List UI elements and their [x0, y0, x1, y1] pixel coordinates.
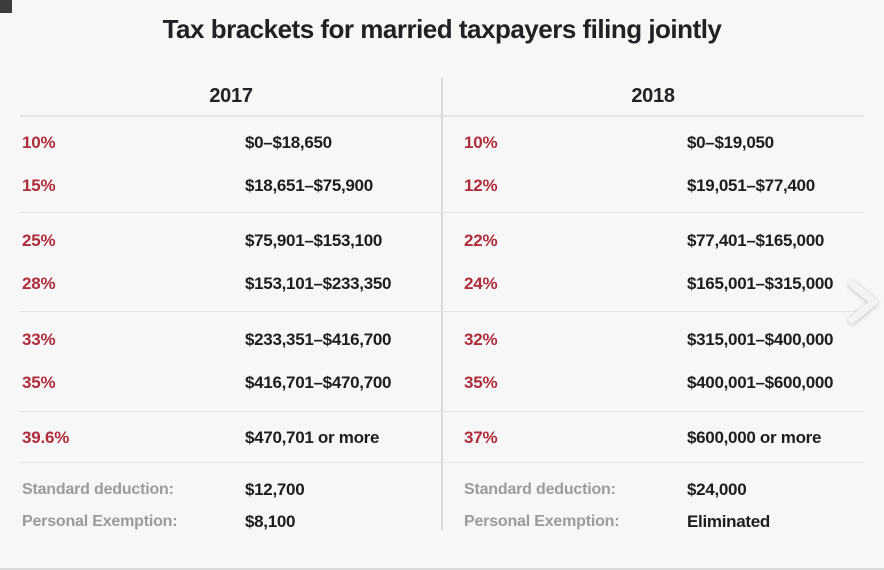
- table-row: 32% $315,001–$400,000: [442, 318, 884, 361]
- screen-corner-artifact: [0, 0, 12, 13]
- tax-rate: 35%: [464, 372, 498, 392]
- table-row: 35% $416,701–$470,700: [0, 361, 442, 404]
- column-header-2017: 2017: [209, 85, 253, 107]
- tax-rate: 35%: [22, 372, 56, 392]
- table-row: 39.6% $470,701 or more: [0, 416, 442, 459]
- income-range: $165,001–$315,000: [687, 273, 834, 293]
- group-separator: [20, 462, 442, 463]
- tax-rate: 10%: [464, 132, 498, 152]
- table-row: 22% $77,401–$165,000: [442, 219, 884, 262]
- carousel-next-icon[interactable]: [842, 276, 882, 328]
- income-range: $315,001–$400,000: [687, 329, 834, 349]
- income-range: $416,701–$470,700: [245, 372, 392, 392]
- table-row: 28% $153,101–$233,350: [0, 262, 442, 305]
- tax-rate: 33%: [22, 329, 56, 349]
- bracket-group: 39.6% $470,701 or more: [0, 412, 442, 462]
- tax-rate: 22%: [464, 230, 498, 250]
- bracket-group: 37% $600,000 or more: [442, 412, 884, 462]
- column-divider-line: [441, 78, 443, 530]
- footer-label: Standard deduction:: [22, 481, 174, 498]
- table-row: 10% $0–$19,050: [442, 121, 884, 164]
- footer-value: Eliminated: [687, 512, 770, 531]
- tax-rate: 12%: [464, 175, 498, 195]
- table-row: 15% $18,651–$75,900: [0, 164, 442, 207]
- group-separator: [442, 311, 864, 312]
- income-range: $18,651–$75,900: [245, 175, 373, 195]
- income-range: $0–$19,050: [687, 132, 774, 152]
- income-range: $0–$18,650: [245, 132, 332, 152]
- group-separator: [442, 462, 864, 463]
- income-range: $600,000 or more: [687, 427, 822, 447]
- footer-label: Personal Exemption:: [22, 513, 178, 530]
- income-range: $153,101–$233,350: [245, 273, 392, 293]
- footer-value: $8,100: [245, 512, 296, 531]
- group-separator: [20, 212, 442, 213]
- footer-row: Personal Exemption: $8,100: [0, 506, 442, 538]
- bracket-group: 32% $315,001–$400,000 35% $400,001–$600,…: [442, 312, 884, 411]
- column-2017: 10% $0–$18,650 15% $18,651–$75,900 25% $…: [0, 117, 442, 538]
- bracket-group: 22% $77,401–$165,000 24% $165,001–$315,0…: [442, 213, 884, 311]
- tax-rate: 10%: [22, 132, 56, 152]
- group-separator: [442, 212, 864, 213]
- tax-rate: 39.6%: [22, 427, 70, 447]
- column-header-2018: 2018: [631, 85, 675, 107]
- income-range: $75,901–$153,100: [245, 230, 383, 250]
- tax-rate: 24%: [464, 273, 498, 293]
- footer-row: Standard deduction: $12,700: [0, 474, 442, 506]
- table-row: 33% $233,351–$416,700: [0, 318, 442, 361]
- tax-rate: 25%: [22, 230, 56, 250]
- tax-rate: 28%: [22, 273, 56, 293]
- group-separator: [442, 411, 864, 412]
- table-row: 35% $400,001–$600,000: [442, 361, 884, 404]
- footer-label: Standard deduction:: [464, 481, 616, 498]
- group-separator: [20, 411, 442, 412]
- bracket-group: 25% $75,901–$153,100 28% $153,101–$233,3…: [0, 213, 442, 311]
- income-range: $400,001–$600,000: [687, 372, 834, 392]
- table-row: 12% $19,051–$77,400: [442, 164, 884, 207]
- income-range: $470,701 or more: [245, 427, 380, 447]
- column-footer: Standard deduction: $12,700 Personal Exe…: [0, 463, 442, 538]
- table-row: 24% $165,001–$315,000: [442, 262, 884, 305]
- bracket-group: 33% $233,351–$416,700 35% $416,701–$470,…: [0, 312, 442, 411]
- footer-value: $24,000: [687, 480, 747, 499]
- tax-rate: 37%: [464, 427, 498, 447]
- page-title: Tax brackets for married taxpayers filin…: [162, 14, 722, 44]
- income-range: $233,351–$416,700: [245, 329, 392, 349]
- bracket-group: 10% $0–$19,050 12% $19,051–$77,400: [442, 117, 884, 212]
- tax-rate: 15%: [22, 175, 56, 195]
- group-separator: [20, 311, 442, 312]
- table-row: 25% $75,901–$153,100: [0, 219, 442, 262]
- footer-label: Personal Exemption:: [464, 513, 620, 530]
- bracket-group: 10% $0–$18,650 15% $18,651–$75,900: [0, 117, 442, 212]
- income-range: $19,051–$77,400: [687, 175, 815, 195]
- column-footer: Standard deduction: $24,000 Personal Exe…: [442, 463, 884, 538]
- footer-row: Standard deduction: $24,000: [442, 474, 884, 506]
- column-2018: 10% $0–$19,050 12% $19,051–$77,400 22% $…: [442, 117, 884, 538]
- income-range: $77,401–$165,000: [687, 230, 825, 250]
- footer-value: $12,700: [245, 480, 305, 499]
- table-row: 37% $600,000 or more: [442, 416, 884, 459]
- table-row: 10% $0–$18,650: [0, 121, 442, 164]
- tax-rate: 32%: [464, 329, 498, 349]
- footer-row: Personal Exemption: Eliminated: [442, 506, 884, 538]
